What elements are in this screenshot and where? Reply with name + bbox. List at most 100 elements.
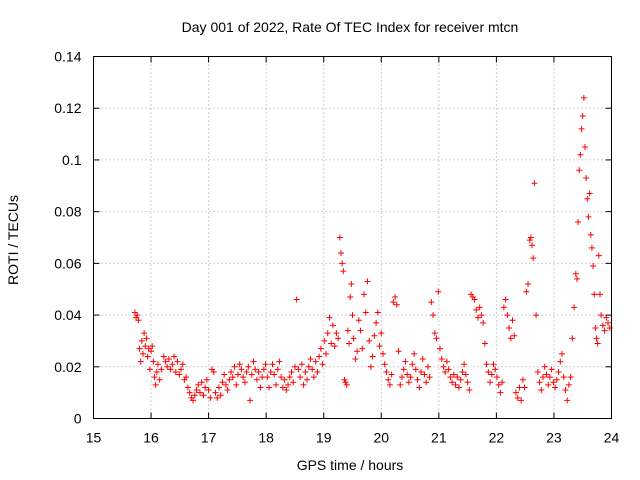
data-point xyxy=(483,361,490,368)
data-point xyxy=(404,371,411,378)
data-point xyxy=(555,368,562,375)
data-point xyxy=(154,361,161,368)
data-point xyxy=(167,366,174,373)
data-point xyxy=(538,387,545,394)
data-point xyxy=(594,340,601,347)
data-point xyxy=(348,281,355,288)
data-point xyxy=(150,358,157,365)
data-point xyxy=(519,376,526,383)
data-point xyxy=(474,314,481,321)
data-point xyxy=(342,379,349,386)
data-point xyxy=(137,358,144,365)
data-point xyxy=(392,293,399,300)
data-point xyxy=(533,312,540,319)
data-point xyxy=(499,379,506,386)
chart-title: Day 001 of 2022, Rate Of TEC Index for r… xyxy=(182,19,519,35)
x-tick-label: 22 xyxy=(489,430,505,446)
data-point xyxy=(231,363,238,370)
data-point xyxy=(488,371,495,378)
data-point xyxy=(195,381,202,388)
data-point xyxy=(591,291,598,298)
data-point xyxy=(212,389,219,396)
data-point xyxy=(255,368,262,375)
data-point xyxy=(203,376,210,383)
data-point xyxy=(326,314,333,321)
data-point xyxy=(383,368,390,375)
data-point xyxy=(590,262,597,269)
data-point xyxy=(329,322,336,329)
data-point xyxy=(328,340,335,347)
data-point xyxy=(286,374,293,381)
data-point xyxy=(550,379,557,386)
data-point xyxy=(516,384,523,391)
data-point xyxy=(160,353,167,360)
data-point xyxy=(335,335,342,342)
data-point xyxy=(493,374,500,381)
data-point xyxy=(393,301,400,308)
data-point xyxy=(149,343,156,350)
data-point xyxy=(518,397,525,404)
data-point xyxy=(186,389,193,396)
data-point xyxy=(428,299,435,306)
data-point xyxy=(233,381,240,388)
data-point xyxy=(309,366,316,373)
data-point xyxy=(543,371,550,378)
data-point xyxy=(179,361,186,368)
data-point xyxy=(245,363,252,370)
data-point xyxy=(190,397,197,404)
data-point xyxy=(165,356,172,363)
data-point xyxy=(398,374,405,381)
data-point xyxy=(402,358,409,365)
data-point xyxy=(586,190,593,197)
data-point xyxy=(367,363,374,370)
data-point xyxy=(257,384,264,391)
x-tick-label: 18 xyxy=(258,430,274,446)
data-points xyxy=(131,94,613,404)
data-point xyxy=(400,366,407,373)
data-point xyxy=(293,296,300,303)
y-tick-label: 0.08 xyxy=(54,204,81,220)
data-point xyxy=(411,350,418,357)
data-point xyxy=(300,381,307,388)
data-point xyxy=(407,374,414,381)
data-point xyxy=(440,363,447,370)
data-point xyxy=(585,213,592,220)
x-axis: 15 16 17 18 19 20 21 22 23 24 xyxy=(86,56,619,446)
data-point xyxy=(271,371,278,378)
data-point xyxy=(172,368,179,375)
data-point xyxy=(531,180,538,187)
data-point xyxy=(341,376,348,383)
data-point xyxy=(317,345,324,352)
data-point xyxy=(464,379,471,386)
data-point xyxy=(224,387,231,394)
data-point xyxy=(226,376,233,383)
y-axis-label: ROTI / TECUs xyxy=(5,195,21,285)
data-point xyxy=(417,368,424,375)
data-point xyxy=(174,358,181,365)
data-point xyxy=(259,374,266,381)
data-point xyxy=(487,379,494,386)
data-point xyxy=(164,363,171,370)
data-point xyxy=(521,384,528,391)
data-point xyxy=(419,356,426,363)
data-point xyxy=(278,374,285,381)
data-point xyxy=(445,366,452,373)
data-point xyxy=(584,195,591,202)
data-point xyxy=(576,167,583,174)
data-point xyxy=(217,392,224,399)
data-point xyxy=(337,250,344,257)
data-point xyxy=(151,374,158,381)
data-point xyxy=(459,368,466,375)
data-point xyxy=(534,368,541,375)
data-point xyxy=(333,330,340,337)
data-point xyxy=(205,387,212,394)
data-point xyxy=(142,343,149,350)
data-point xyxy=(409,361,416,368)
data-point xyxy=(349,312,356,319)
data-point xyxy=(546,374,553,381)
data-point xyxy=(359,345,366,352)
data-point xyxy=(457,376,464,383)
data-point xyxy=(336,234,343,241)
data-point xyxy=(573,275,580,282)
data-point xyxy=(595,252,602,259)
